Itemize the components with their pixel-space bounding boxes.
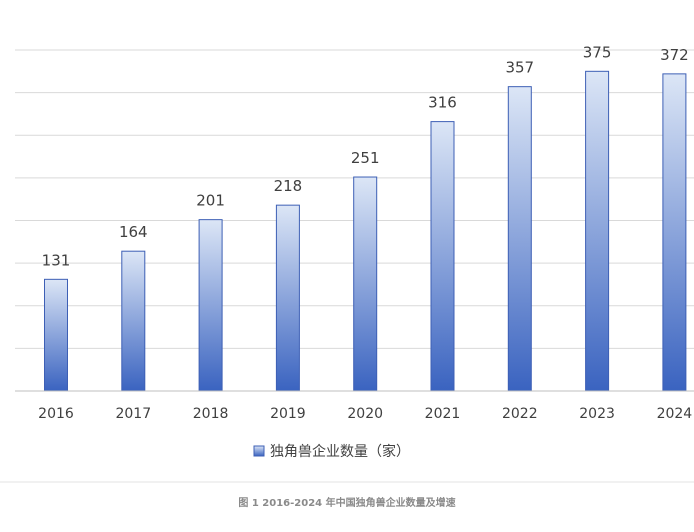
data-label-2021: 316: [428, 94, 457, 112]
data-label-2022: 357: [505, 59, 534, 77]
bar-2024: [662, 73, 687, 392]
data-label-2019: 218: [274, 177, 303, 195]
x-tick-2024: 2024: [657, 406, 693, 422]
bar-2021: [430, 121, 455, 392]
legend: 独角兽企业数量（家）: [253, 443, 410, 460]
bar-2022: [507, 86, 532, 392]
x-tick-2023: 2023: [579, 406, 615, 422]
x-tick-2017: 2017: [115, 406, 151, 422]
legend-label: 独角兽企业数量（家）: [270, 443, 410, 460]
figure-caption: 图 1 2016-2024 年中国独角兽企业数量及增速: [238, 496, 455, 509]
bar-2016: [44, 278, 68, 392]
x-tick-2021: 2021: [425, 406, 461, 422]
x-tick-2019: 2019: [270, 406, 306, 422]
data-label-2023: 375: [583, 43, 612, 61]
bar-2020: [353, 176, 378, 392]
data-label-2024: 372: [660, 46, 689, 64]
bar-2018: [198, 219, 223, 392]
data-label-2016: 131: [42, 251, 71, 269]
x-axis-ticks: 2016 2017 2018 2019 2020 2021 2022 2023 2024: [38, 406, 692, 422]
x-tick-2016: 2016: [38, 406, 74, 422]
data-labels: 131 164 201 218 251 316 357 375 372: [42, 43, 689, 269]
bar-2017: [121, 250, 146, 392]
bar-2023: [585, 70, 610, 392]
x-tick-2018: 2018: [193, 406, 229, 422]
bar-2019: [275, 204, 300, 392]
x-tick-2022: 2022: [502, 406, 538, 422]
data-label-2018: 201: [196, 192, 225, 210]
legend-swatch: [253, 445, 265, 457]
data-label-2017: 164: [119, 223, 148, 241]
x-tick-2020: 2020: [347, 406, 383, 422]
data-label-2020: 251: [351, 149, 380, 167]
